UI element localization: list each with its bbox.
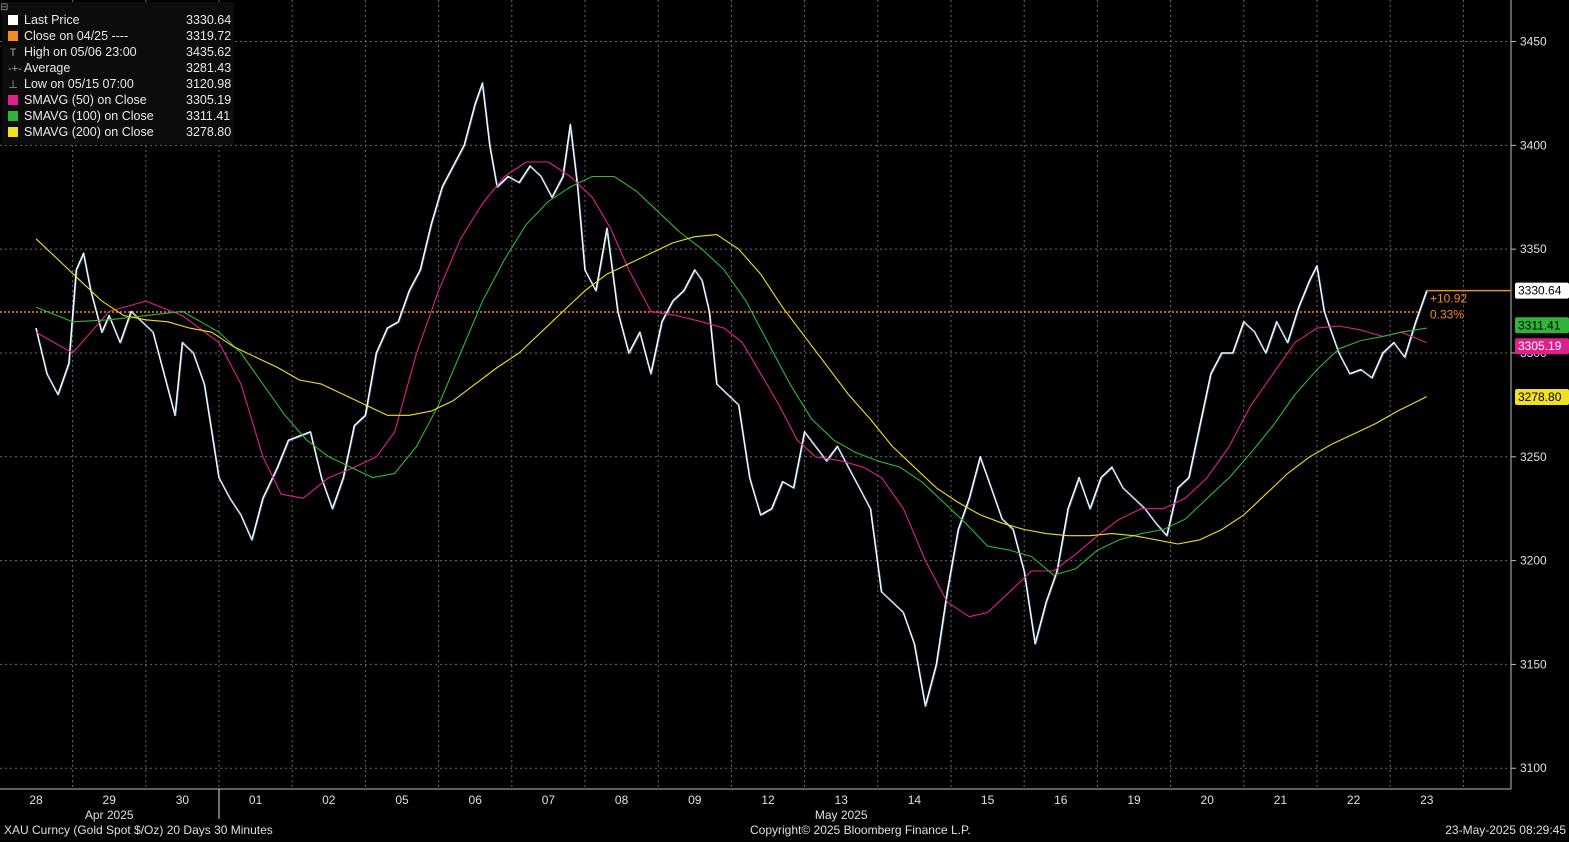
legend-marker-icon: T [9,47,17,59]
legend-value: 3120.98 [186,77,232,91]
x-tick-label: 08 [615,793,629,807]
series-line-smavg [35,175,1427,576]
x-tick-label: 19 [1127,793,1141,807]
security-description: XAU Curncy (Gold Spot $/Oz) 20 Days 30 M… [4,823,273,837]
sma-value-tag [1515,338,1569,355]
legend-label: Close on 04/25 ---- [24,29,129,43]
y-tick-label: 3450 [1520,35,1547,49]
x-tick-label: 07 [542,793,556,807]
x-month-label: May 2025 [815,808,868,822]
x-tick-label: 01 [249,793,263,807]
change-abs-label: +10.92 [1430,292,1467,306]
x-tick-label: 05 [395,793,409,807]
legend-item[interactable]: SMAVG (200) on Close 3278.80 [8,124,232,140]
collapse-icon[interactable]: ⊟ [0,2,9,13]
x-tick-label: 16 [1054,793,1068,807]
series-line-last-price-shadow [36,83,1429,707]
series-line-last-price [35,82,1428,707]
legend-value: 3311.41 [186,109,231,123]
legend-swatch [8,31,18,41]
legend-item[interactable]: -+- Average 3281.43 [8,60,232,76]
x-tick-label: 23 [1420,793,1434,807]
legend-marker-icon: -+- [8,63,22,75]
legend-swatch [8,95,18,105]
sma-value-tag [1515,317,1569,334]
x-tick-label: 13 [835,793,849,807]
legend-swatch [8,111,18,121]
sma-value-label: 3278.80 [1518,390,1562,404]
legend-item[interactable]: Close on 04/25 ---- 3319.72 [8,28,232,44]
y-tick-label: 3250 [1520,450,1547,464]
series-line-smavg [35,161,1428,618]
legend-item[interactable]: Last Price 3330.64 [8,12,232,28]
series-line-smavg [35,234,1428,545]
legend-marker-icon: ⊥ [8,79,18,91]
y-tick-label: 3350 [1520,242,1547,256]
y-tick-label: 3150 [1520,657,1547,671]
x-tick-label: 14 [908,793,922,807]
legend-label: SMAVG (100) on Close [24,109,154,123]
legend-item[interactable]: ⊥ Low on 05/15 07:00 3120.98 [8,76,232,92]
legend-label: Average [24,61,71,75]
last-price-tag [1515,282,1569,299]
y-tick-label: 3400 [1520,138,1547,152]
legend-value: 3330.64 [186,13,232,27]
legend-item[interactable]: SMAVG (50) on Close 3305.19 [8,92,232,108]
legend-label: SMAVG (50) on Close [24,93,147,107]
x-tick-label: 29 [103,793,117,807]
last-price-label: 3330.64 [1518,284,1562,298]
x-tick-label: 15 [981,793,995,807]
sma-value-label: 3311.41 [1518,318,1561,332]
legend-value: 3435.62 [186,45,232,59]
legend-value: 3278.80 [186,125,232,139]
timestamp: 23-May-2025 08:29:45 [1445,823,1566,837]
x-tick-label: 30 [176,793,190,807]
legend-value: 3305.19 [186,93,232,107]
legend-label: Low on 05/15 07:00 [24,77,134,91]
chart-legend: ⊟ Last Price 3330.64 Close on 04/25 ---- 33… [0,2,234,144]
copyright-notice: Copyright© 2025 Bloomberg Finance L.P. [750,823,971,837]
x-tick-label: 02 [322,793,336,807]
x-tick-label: 09 [688,793,702,807]
x-tick-label: 22 [1347,793,1361,807]
legend-label: SMAVG (200) on Close [24,125,154,139]
legend-swatch [8,15,18,25]
x-tick-label: 06 [469,793,483,807]
x-tick-label: 12 [761,793,775,807]
legend-item[interactable]: T High on 05/06 23:00 3435.62 [8,44,232,60]
legend-value: 3319.72 [186,29,232,43]
sma-value-label: 3305.19 [1518,339,1562,353]
change-pct-label: 0.33% [1430,308,1464,322]
legend-item[interactable]: SMAVG (100) on Close 3311.41 [8,108,231,124]
legend-swatch [8,127,18,137]
x-tick-label: 20 [1201,793,1215,807]
legend-value: 3281.43 [186,61,232,75]
y-tick-label: 3100 [1520,761,1547,775]
x-tick-label: 28 [29,793,43,807]
legend-label: Last Price [24,13,80,27]
x-tick-label: 21 [1274,793,1288,807]
legend-label: High on 05/06 23:00 [24,45,137,59]
sma-value-tag [1515,388,1569,405]
x-month-label: Apr 2025 [85,808,134,822]
y-tick-label: 3200 [1520,554,1547,568]
